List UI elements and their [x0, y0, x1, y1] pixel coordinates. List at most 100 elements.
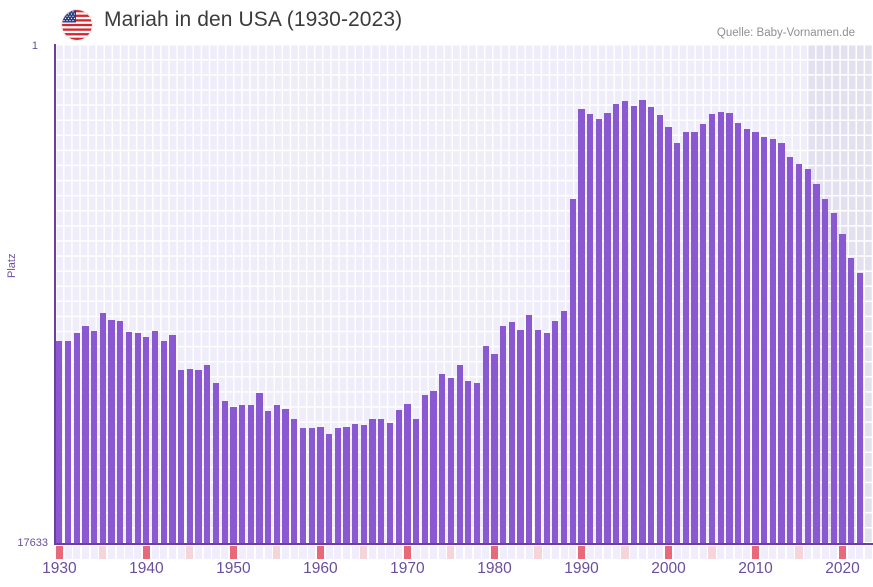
- bar-2011[interactable]: [761, 137, 768, 544]
- bar-2015[interactable]: [795, 164, 803, 544]
- bar-1949[interactable]: [221, 401, 228, 544]
- bar-2012[interactable]: [769, 139, 777, 544]
- bar-2020[interactable]: [839, 234, 846, 544]
- x-tick-swatch-1975[interactable]: [447, 546, 455, 559]
- x-tick-swatch-2011[interactable]: [760, 546, 768, 559]
- x-tick-swatch-1970[interactable]: [403, 546, 411, 559]
- bar-1963[interactable]: [343, 427, 350, 544]
- bar-2017[interactable]: [813, 184, 820, 544]
- bar-2006[interactable]: [717, 112, 724, 544]
- x-tick-swatch-2012[interactable]: [769, 546, 777, 559]
- bar-1962[interactable]: [334, 428, 341, 544]
- bar-1984[interactable]: [526, 315, 533, 544]
- x-tick-swatch-2007[interactable]: [725, 546, 733, 559]
- x-tick-swatch-2016[interactable]: [804, 546, 812, 559]
- x-tick-swatch-1989[interactable]: [569, 546, 577, 559]
- x-tick-swatch-1953[interactable]: [255, 546, 264, 559]
- x-tick-swatch-1996[interactable]: [630, 546, 638, 559]
- x-tick-swatch-1962[interactable]: [334, 546, 342, 559]
- x-tick-swatch-1937[interactable]: [116, 546, 124, 559]
- bar-1957[interactable]: [291, 419, 298, 544]
- x-tick-swatch-2009[interactable]: [743, 546, 751, 559]
- bar-1944[interactable]: [178, 370, 185, 544]
- bar-2018[interactable]: [822, 199, 829, 544]
- bar-1972[interactable]: [421, 395, 428, 544]
- bar-1932[interactable]: [73, 333, 80, 544]
- bar-1965[interactable]: [360, 425, 368, 544]
- bar-1950[interactable]: [230, 407, 237, 544]
- x-tick-swatch-1958[interactable]: [299, 546, 307, 559]
- bar-1959[interactable]: [308, 428, 315, 544]
- x-tick-swatch-2004[interactable]: [699, 546, 707, 559]
- x-tick-swatch-1968[interactable]: [386, 546, 394, 559]
- x-tick-swatch-1952[interactable]: [247, 546, 255, 559]
- x-tick-swatch-1930[interactable]: [55, 546, 63, 559]
- x-tick-swatch-2013[interactable]: [778, 546, 786, 559]
- x-tick-swatch-1963[interactable]: [342, 546, 351, 559]
- x-tick-swatch-1992[interactable]: [595, 546, 603, 559]
- bar-1993[interactable]: [604, 113, 611, 544]
- bar-1947[interactable]: [204, 365, 211, 544]
- bar-1994[interactable]: [613, 104, 620, 544]
- x-tick-swatch-2001[interactable]: [673, 546, 681, 559]
- bar-1977[interactable]: [465, 381, 472, 544]
- bar-1973[interactable]: [430, 391, 437, 544]
- x-tick-swatch-1969[interactable]: [395, 546, 403, 559]
- x-tick-swatch-1935[interactable]: [99, 546, 107, 559]
- bar-1930[interactable]: [56, 341, 63, 544]
- x-tick-swatch-1965[interactable]: [360, 546, 368, 559]
- x-tick-swatch-1938[interactable]: [125, 546, 133, 559]
- x-tick-swatch-1979[interactable]: [482, 546, 490, 559]
- bar-1980[interactable]: [491, 354, 498, 544]
- x-tick-swatch-1945[interactable]: [186, 546, 194, 559]
- x-tick-swatch-1981[interactable]: [499, 546, 507, 559]
- bar-1937[interactable]: [117, 321, 124, 544]
- bar-1939[interactable]: [134, 333, 141, 544]
- x-tick-swatch-1982[interactable]: [508, 546, 516, 559]
- bar-2010[interactable]: [752, 132, 759, 544]
- x-tick-swatch-2010[interactable]: [751, 546, 760, 559]
- x-tick-swatch-2023[interactable]: [865, 546, 873, 559]
- x-tick-swatch-1997[interactable]: [638, 546, 646, 559]
- bar-1948[interactable]: [212, 383, 220, 544]
- x-tick-swatch-1978[interactable]: [473, 546, 481, 559]
- x-tick-swatch-1933[interactable]: [81, 546, 89, 559]
- x-tick-swatch-1980[interactable]: [490, 546, 498, 559]
- bar-2003[interactable]: [691, 132, 698, 544]
- bar-1956[interactable]: [282, 409, 289, 544]
- bar-1954[interactable]: [265, 411, 272, 544]
- x-tick-swatch-1964[interactable]: [351, 546, 359, 559]
- x-tick-swatch-2008[interactable]: [734, 546, 742, 559]
- bar-2000[interactable]: [665, 127, 672, 544]
- bar-1967[interactable]: [378, 419, 385, 544]
- x-tick-swatch-1936[interactable]: [108, 546, 116, 559]
- bar-1976[interactable]: [456, 365, 463, 544]
- x-tick-swatch-1984[interactable]: [525, 546, 533, 559]
- x-tick-swatch-1994[interactable]: [612, 546, 620, 559]
- bar-1958[interactable]: [299, 428, 307, 544]
- bar-1970[interactable]: [404, 404, 411, 544]
- x-tick-swatch-2014[interactable]: [786, 546, 794, 559]
- x-tick-swatch-1971[interactable]: [412, 546, 420, 559]
- x-tick-swatch-1967[interactable]: [377, 546, 385, 559]
- bar-1995[interactable]: [621, 101, 629, 544]
- bar-1960[interactable]: [317, 427, 324, 544]
- x-tick-swatch-1943[interactable]: [168, 546, 177, 559]
- x-tick-swatch-2000[interactable]: [664, 546, 673, 559]
- bar-1975[interactable]: [447, 378, 455, 544]
- bar-1974[interactable]: [439, 374, 446, 544]
- bar-1981[interactable]: [500, 326, 507, 544]
- x-tick-swatch-1986[interactable]: [543, 546, 551, 559]
- x-tick-swatch-2017[interactable]: [812, 546, 820, 559]
- bar-1966[interactable]: [369, 419, 376, 544]
- bar-1964[interactable]: [352, 424, 359, 544]
- x-tick-swatch-1944[interactable]: [177, 546, 185, 559]
- x-tick-swatch-1961[interactable]: [325, 546, 333, 559]
- bar-1953[interactable]: [256, 393, 263, 544]
- x-tick-swatch-1947[interactable]: [203, 546, 211, 559]
- bar-1931[interactable]: [64, 341, 72, 544]
- bar-1936[interactable]: [108, 320, 115, 544]
- x-tick-swatch-1985[interactable]: [534, 546, 542, 559]
- bar-1988[interactable]: [560, 311, 568, 544]
- bar-2004[interactable]: [700, 124, 707, 544]
